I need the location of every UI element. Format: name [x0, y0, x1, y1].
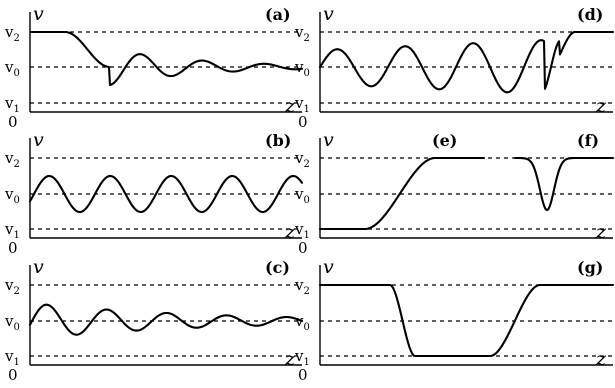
panel-tag: (f) [577, 131, 599, 150]
level-label-v2: v2 [4, 149, 20, 170]
vertical-axis-label: v [33, 3, 44, 25]
profile-curve [318, 30, 615, 94]
panel-tag: (d) [577, 5, 603, 24]
origin-label: 0 [8, 239, 18, 257]
level-label-v2: v2 [4, 276, 20, 297]
level-label-v2: v2 [294, 276, 310, 297]
panel-tag: (c) [265, 258, 290, 277]
level-label-v1: v1 [4, 347, 20, 368]
panel-a: v z 0 v2 v0 v1 (a) [4, 3, 304, 131]
profile-curve [318, 283, 615, 358]
level-label-v0: v0 [4, 185, 20, 206]
panel-b: v z 0 v2 v0 v1 (b) [4, 129, 304, 257]
panel-c: v z 0 v2 v0 v1 (c) [4, 256, 304, 384]
level-label-v1: v1 [4, 94, 20, 115]
horizontal-axis-label: z [284, 221, 296, 243]
profile-curve [28, 303, 304, 336]
origin-label: 0 [298, 239, 308, 257]
level-label-v1: v1 [4, 220, 20, 241]
panel-g: v z 0 v2 v0 v1 (g) [294, 256, 615, 384]
panel-tag: (e) [432, 131, 457, 150]
panel-tag: (g) [577, 258, 603, 277]
level-label-v0: v0 [4, 312, 20, 333]
level-label-v1: v1 [294, 220, 310, 241]
panel-ef: v z 0 v2 v0 v1 (e) (f) [294, 129, 615, 257]
vertical-axis-label: v [33, 256, 44, 278]
origin-label: 0 [8, 366, 18, 384]
level-label-v2: v2 [4, 23, 20, 44]
level-label-v0: v0 [294, 312, 310, 333]
profile-curve [28, 30, 304, 87]
panel-d: v z 0 v2 v0 v1 (d) [294, 3, 615, 131]
level-label-v2: v2 [294, 23, 310, 44]
horizontal-axis-label: z [595, 95, 607, 117]
level-label-v0: v0 [294, 58, 310, 79]
horizontal-axis-label: z [595, 348, 607, 370]
panel-tag: (b) [265, 131, 291, 150]
level-label-v0: v0 [294, 185, 310, 206]
profile-curve [28, 174, 304, 214]
level-label-v2: v2 [294, 149, 310, 170]
origin-label: 0 [298, 366, 308, 384]
horizontal-axis-label: z [595, 221, 607, 243]
vertical-axis-label: v [33, 129, 44, 151]
level-label-v1: v1 [294, 94, 310, 115]
profile-curve [318, 156, 486, 231]
vertical-axis-label: v [323, 3, 334, 25]
origin-label: 0 [8, 113, 18, 131]
level-label-v0: v0 [4, 58, 20, 79]
horizontal-axis-label: z [284, 348, 296, 370]
horizontal-axis-label: z [284, 95, 296, 117]
level-label-v1: v1 [294, 347, 310, 368]
origin-label: 0 [298, 113, 308, 131]
vertical-axis-label: v [323, 256, 334, 278]
profile-curve [513, 156, 615, 212]
panel-tag: (a) [265, 5, 291, 24]
vertical-axis-label: v [323, 129, 334, 151]
